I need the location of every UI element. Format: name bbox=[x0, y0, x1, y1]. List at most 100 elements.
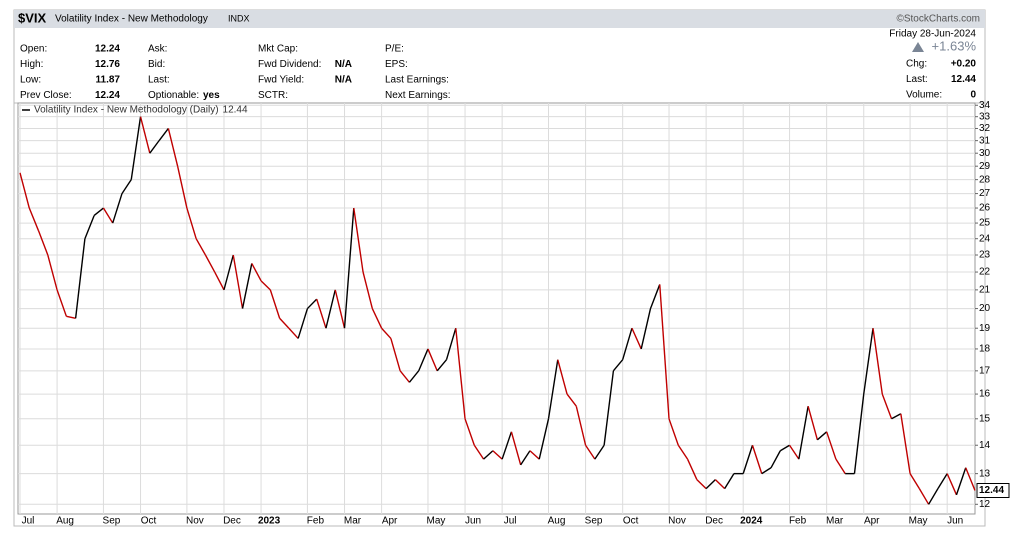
line-segment bbox=[770, 450, 781, 469]
field-label: Last: bbox=[148, 75, 170, 86]
field-label: Next Earnings: bbox=[385, 90, 451, 101]
x-tick-label: Jun bbox=[947, 516, 963, 527]
line-segment bbox=[807, 406, 819, 440]
line-segment bbox=[232, 254, 244, 309]
line-segment bbox=[547, 359, 559, 419]
line-segment bbox=[37, 230, 49, 256]
y-tick-label: 32 bbox=[979, 123, 991, 134]
field-label: Low: bbox=[20, 75, 41, 86]
line-segment bbox=[538, 418, 550, 460]
y-tick-label: 28 bbox=[979, 174, 991, 185]
field-value: 0 bbox=[970, 90, 976, 101]
line-segment bbox=[492, 450, 503, 460]
line-segment bbox=[510, 431, 522, 466]
field-value: 12.44 bbox=[951, 74, 976, 85]
line-segment bbox=[835, 458, 846, 475]
line-segment bbox=[93, 207, 104, 217]
y-tick-label: 31 bbox=[979, 135, 991, 146]
line-segment bbox=[594, 444, 605, 460]
line-segment bbox=[928, 488, 939, 505]
line-segment bbox=[464, 418, 475, 446]
x-tick-label: Jun bbox=[465, 516, 481, 527]
y-tick-label: 16 bbox=[979, 389, 991, 400]
line-segment bbox=[260, 280, 271, 291]
line-segment bbox=[56, 289, 68, 317]
y-tick-label: 26 bbox=[979, 203, 991, 214]
line-segment bbox=[371, 308, 383, 329]
line-segment bbox=[529, 450, 540, 460]
field-label: Fwd Dividend: bbox=[258, 59, 321, 70]
line-segment bbox=[381, 327, 392, 339]
line-segment bbox=[853, 393, 865, 474]
line-segment bbox=[47, 254, 58, 291]
field-value: +0.20 bbox=[951, 59, 977, 70]
line-segment bbox=[965, 467, 976, 491]
line-segment bbox=[158, 128, 169, 142]
x-tick-label: Nov bbox=[668, 516, 686, 527]
line-segment bbox=[473, 444, 485, 460]
line-segment bbox=[316, 298, 327, 329]
line-segment bbox=[84, 215, 95, 239]
field-label: Optionable: bbox=[148, 90, 199, 101]
x-tick-label: Feb bbox=[789, 516, 807, 527]
x-tick-label: Aug bbox=[56, 516, 74, 527]
x-tick-label: May bbox=[427, 516, 446, 527]
line-segment bbox=[269, 289, 281, 319]
y-tick-label: 21 bbox=[979, 285, 991, 296]
field-value: 12.24 bbox=[95, 90, 120, 101]
line-segment bbox=[112, 193, 123, 224]
field-label: P/E: bbox=[385, 44, 404, 55]
line-segment bbox=[788, 444, 800, 460]
line-segment bbox=[297, 308, 309, 339]
field-label: Chg: bbox=[906, 59, 927, 70]
field-label: Last Earnings: bbox=[385, 75, 449, 86]
last-value-label: 12.44 bbox=[979, 485, 1004, 496]
line-segment bbox=[362, 271, 374, 309]
line-segment bbox=[677, 444, 689, 460]
line-segment bbox=[325, 289, 336, 329]
line-segment bbox=[751, 445, 763, 474]
y-tick-label: 30 bbox=[979, 148, 991, 159]
line-segment bbox=[937, 473, 948, 490]
line-segment bbox=[779, 444, 790, 452]
y-tick-label: 13 bbox=[979, 468, 991, 479]
line-segment bbox=[816, 431, 828, 441]
line-segment bbox=[659, 284, 670, 419]
title-bar bbox=[14, 10, 985, 28]
line-segment bbox=[214, 271, 225, 291]
line-segment bbox=[455, 328, 466, 419]
x-tick-label: Jul bbox=[504, 516, 517, 527]
line-segment bbox=[390, 338, 401, 372]
line-segment bbox=[909, 473, 920, 490]
line-segment bbox=[863, 328, 874, 395]
x-tick-label: Apr bbox=[864, 516, 880, 527]
line-segment bbox=[668, 418, 679, 446]
line-segment bbox=[621, 328, 633, 360]
line-segment bbox=[204, 254, 216, 273]
y-tick-label: 22 bbox=[979, 267, 991, 278]
line-segment bbox=[121, 179, 132, 194]
line-segment bbox=[640, 308, 652, 350]
line-segment bbox=[139, 116, 151, 154]
x-tick-label: Dec bbox=[705, 516, 723, 527]
line-segment bbox=[279, 317, 290, 329]
field-label: Open: bbox=[20, 44, 47, 55]
x-tick-label: Nov bbox=[186, 516, 204, 527]
line-segment bbox=[900, 413, 911, 474]
field-label: Mkt Cap: bbox=[258, 44, 298, 55]
line-segment bbox=[167, 128, 179, 167]
line-segment bbox=[714, 479, 726, 490]
legend-label: Volatility Index - New Methodology (Dail… bbox=[34, 105, 219, 116]
line-segment bbox=[631, 327, 642, 350]
line-segment bbox=[872, 328, 883, 395]
y-tick-label: 14 bbox=[979, 440, 991, 451]
field-value: N/A bbox=[335, 75, 352, 86]
y-tick-label: 23 bbox=[979, 250, 991, 261]
y-tick-label: 34 bbox=[979, 100, 991, 111]
line-segment bbox=[501, 431, 513, 460]
line-segment bbox=[408, 370, 420, 383]
line-segment bbox=[575, 406, 587, 446]
copyright: ©StockCharts.com bbox=[896, 14, 980, 25]
line-segment bbox=[445, 328, 457, 360]
line-segment bbox=[186, 207, 197, 239]
